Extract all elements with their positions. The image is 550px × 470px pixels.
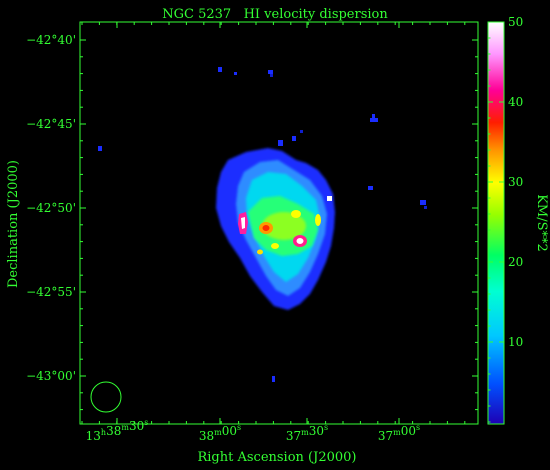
- colorbar-tick-label: 30: [508, 175, 523, 189]
- galaxy-core-inner: [262, 212, 306, 240]
- noise-speck: [368, 186, 373, 190]
- noise-speck: [98, 146, 102, 151]
- y-tick-label: −43°00': [26, 369, 76, 383]
- noise-speck: [300, 130, 303, 133]
- colorbar: [487, 21, 505, 425]
- x-axis: 13h38m30s 38m00s 37m30s 37m00s: [81, 22, 466, 443]
- colorbar-tick-label: 50: [508, 15, 523, 29]
- noise-speck: [372, 114, 375, 118]
- x-tick-label: 37m30s: [286, 423, 328, 443]
- galaxy-hot-pixel: [327, 196, 332, 201]
- y-tick-label: −42°40': [26, 33, 76, 47]
- colorbar-label: KM/S**2: [534, 194, 549, 252]
- noise-speck: [272, 376, 275, 382]
- galaxy-knot-yellow-1: [291, 210, 301, 218]
- image-frame: [79, 21, 479, 425]
- colorbar-tick-label: 20: [508, 255, 523, 269]
- y-tick-label: −42°55': [26, 285, 76, 299]
- y-tick-label: −42°45': [26, 117, 76, 131]
- x-tick-label: 13h38m30s: [86, 418, 149, 443]
- noise-speck: [278, 140, 283, 146]
- noise-speck: [268, 70, 273, 74]
- galaxy-peak-west-core: [296, 238, 304, 244]
- y-axis: −42°40' −42°45' −42°50' −42°55' −43°00': [26, 33, 478, 411]
- colorbar-tick-label: 40: [508, 95, 523, 109]
- colorbar-tick-label: 10: [508, 335, 523, 349]
- galaxy-knot-yellow-4: [257, 249, 263, 255]
- noise-speck: [370, 118, 378, 122]
- x-tick-label: 37m00s: [378, 423, 420, 443]
- beam-ellipse: [90, 381, 122, 413]
- y-axis-label: Declination (J2000): [6, 160, 21, 288]
- noise-speck: [420, 200, 426, 205]
- noise-speck: [234, 72, 237, 75]
- galaxy-knot-yellow-3: [271, 243, 279, 249]
- colorbar-axis: 10 20 30 40 50: [488, 15, 523, 423]
- galaxy-peak-east-core: [241, 217, 245, 229]
- noise-speck: [292, 136, 296, 141]
- velocity-dispersion-map: [98, 67, 427, 382]
- noise-speck: [218, 67, 222, 72]
- galaxy-knot-center-core: [262, 225, 270, 231]
- x-tick-label: 38m00s: [199, 423, 241, 443]
- y-tick-label: −42°50': [26, 201, 76, 215]
- x-axis-label: Right Ascension (J2000): [197, 450, 356, 465]
- chart-title: NGC 5237 HI velocity dispersion: [162, 7, 388, 22]
- noise-speck: [270, 74, 273, 77]
- galaxy-knot-yellow-2: [315, 214, 321, 226]
- noise-speck: [424, 206, 427, 209]
